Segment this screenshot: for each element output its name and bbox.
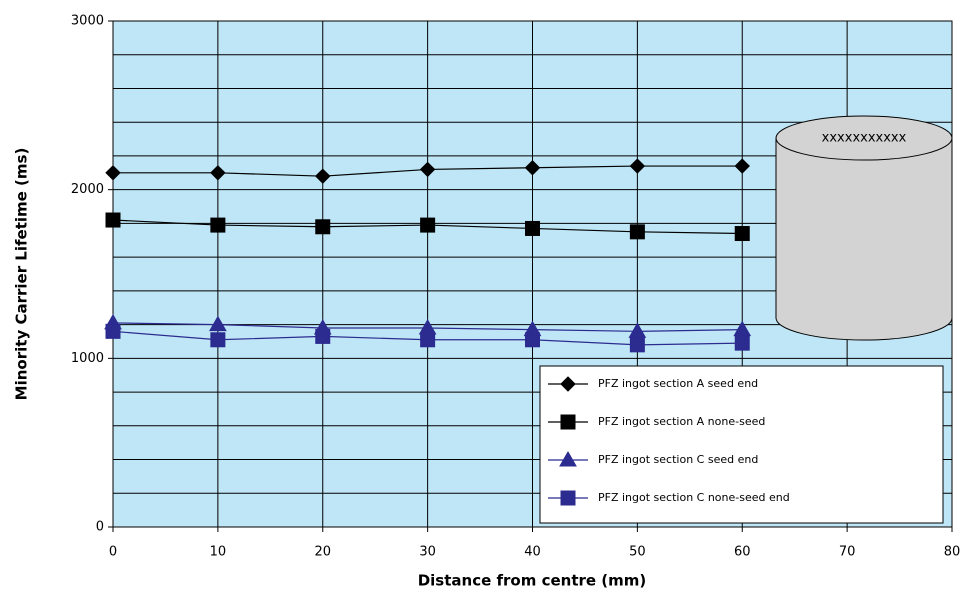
x-tick-label: 60: [734, 545, 751, 560]
marker: [210, 332, 226, 348]
legend-label: PFZ ingot section A none-seed: [598, 415, 765, 428]
marker: [629, 224, 645, 240]
x-axis-label: Distance from centre (mm): [418, 572, 647, 590]
marker: [734, 226, 750, 242]
marker: [525, 220, 540, 236]
marker: [420, 332, 436, 348]
marker: [559, 450, 577, 467]
marker: [560, 414, 576, 430]
y-tick-label: 0: [96, 520, 104, 535]
x-tick-label: 30: [419, 545, 436, 560]
marker: [209, 315, 227, 332]
marker: [315, 328, 331, 344]
marker: [525, 332, 540, 348]
marker: [210, 165, 226, 181]
legend-label: PFZ ingot section A seed end: [598, 377, 758, 390]
marker: [420, 217, 436, 233]
y-tick-label: 1000: [71, 351, 104, 366]
marker: [734, 335, 750, 351]
legend-label: PFZ ingot section C seed end: [598, 453, 758, 466]
marker: [105, 212, 121, 228]
marker: [560, 376, 576, 392]
x-tick-label: 50: [629, 545, 646, 560]
marker: [734, 158, 750, 174]
cylinder-top: [775, 115, 953, 161]
annotation: xxxxxxxxxxx: [822, 131, 907, 146]
x-tick-label: 70: [839, 545, 856, 560]
marker: [419, 161, 436, 178]
marker: [315, 219, 331, 235]
marker: [105, 165, 121, 181]
marker: [210, 217, 226, 233]
y-axis-label: Minority Carrier Lifetime (ms): [13, 148, 31, 401]
marker: [105, 323, 121, 339]
marker: [629, 337, 645, 353]
cylinder: [775, 138, 953, 341]
y-tick-label: 3000: [71, 14, 104, 29]
legend-label: PFZ ingot section C none-seed end: [598, 491, 790, 504]
x-tick-label: 40: [524, 545, 541, 560]
marker: [315, 168, 331, 184]
x-tick-label: 20: [314, 545, 331, 560]
x-tick-label: 0: [109, 545, 117, 560]
marker: [629, 158, 646, 174]
marker: [524, 160, 541, 176]
marker: [560, 490, 576, 506]
x-tick-label: 80: [944, 545, 961, 560]
legend: [539, 365, 944, 524]
x-tick-label: 10: [210, 545, 227, 560]
y-tick-label: 2000: [71, 182, 104, 197]
